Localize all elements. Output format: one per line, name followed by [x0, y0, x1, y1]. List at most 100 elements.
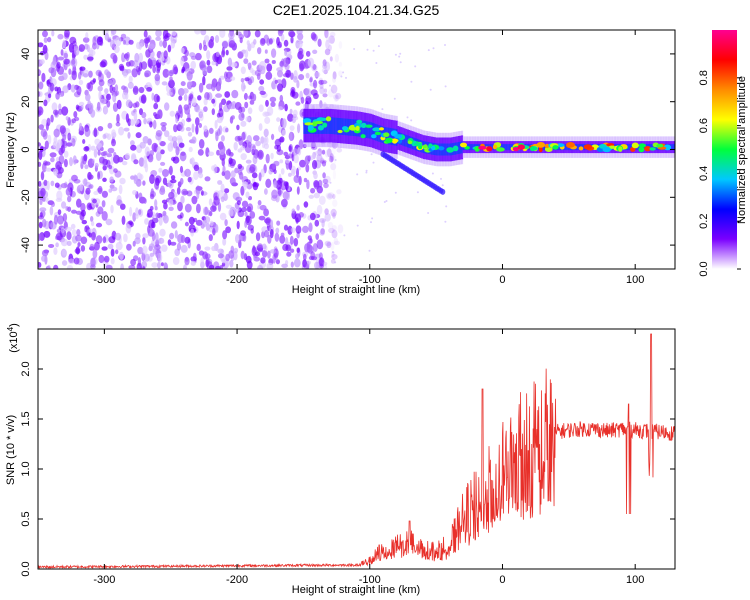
y-tick-label: -40 — [20, 237, 32, 253]
spectrogram-cell — [40, 128, 47, 138]
spectrogram-cell — [318, 195, 326, 205]
spectrogram-cell — [443, 143, 446, 156]
spectrogram-cell — [313, 79, 318, 89]
spectrogram-cell — [259, 79, 265, 85]
spectrogram-cell — [375, 62, 378, 64]
spectrogram-cell — [78, 101, 85, 106]
spectrogram-cell — [87, 100, 92, 109]
spectrogram-cell — [175, 114, 179, 124]
spectrogram-cell — [160, 161, 166, 166]
spectrogram-cell — [263, 128, 269, 137]
spectrogram-cell — [38, 161, 42, 167]
spectrogram-cell — [71, 209, 77, 214]
spectrogram-cell — [237, 210, 245, 218]
spectrogram-cell — [291, 91, 299, 99]
spectrogram-cell — [582, 144, 585, 151]
spectrogram-cell — [120, 33, 127, 39]
colorbar-ticks: 0.0 0.2 0.4 0.6 0.8 — [698, 70, 741, 277]
spectrogram-cell — [296, 204, 300, 211]
spectrogram-cell — [370, 122, 373, 139]
spectrogram-cell — [222, 230, 228, 240]
spectrogram-cell — [245, 215, 250, 224]
spectrogram-cell — [149, 193, 155, 200]
spectrogram-cell — [88, 232, 92, 238]
spectrogram-cell — [243, 58, 249, 64]
spectrogram-cell — [297, 123, 301, 134]
spectrogram-cell — [269, 249, 277, 254]
spectrogram-cell — [144, 146, 150, 157]
spectrogram-cell — [180, 56, 185, 67]
spectrogram-cell — [98, 90, 102, 101]
spectrogram-cell — [119, 177, 126, 185]
spectrogram-cell — [125, 61, 131, 67]
spectrogram-cell — [67, 132, 72, 141]
spectrogram-cell — [135, 101, 140, 108]
spectrogram-cell — [306, 117, 309, 134]
spectrogram-cell — [330, 117, 333, 134]
spectrogram-cell — [277, 83, 283, 92]
spectrogram-cell — [114, 232, 122, 241]
spectrogram-cell — [61, 201, 67, 209]
x-tick-label: 100 — [626, 274, 644, 286]
spectrogram-cell — [148, 43, 155, 50]
spectrogram-cell — [309, 212, 316, 221]
spectrogram-cell — [237, 169, 243, 176]
spectrogram-cell — [279, 94, 284, 103]
spectrogram-cell — [115, 249, 119, 255]
spectrogram-cell — [49, 206, 54, 216]
spectrogram-cell — [63, 158, 68, 168]
spectrogram-cell — [281, 118, 287, 129]
spectrogram-cell — [328, 35, 336, 44]
spectrogram-cell — [334, 53, 339, 63]
spectrogram-cell — [332, 199, 338, 207]
spectrogram-cell — [308, 194, 314, 199]
spectrogram-cell — [271, 133, 275, 140]
spectrogram-cell — [65, 142, 73, 147]
spectrogram-cell — [241, 181, 249, 187]
spectrogram-cell — [188, 146, 193, 153]
spectrogram-cell — [284, 49, 288, 56]
spectrogram-cell — [102, 236, 107, 244]
spectrogram-cell — [132, 240, 136, 247]
spectrogram-cell — [163, 262, 168, 268]
spectrogram-cell — [142, 245, 148, 255]
spectrogram-cell — [219, 212, 227, 221]
spectrogram-cell — [50, 157, 55, 163]
spectrogram-cell — [179, 107, 183, 115]
spectrogram-cell — [331, 251, 334, 253]
spectrogram-cell — [145, 36, 151, 42]
spectrogram-cell — [328, 117, 331, 134]
spectrogram-cell — [93, 127, 98, 138]
spectrogram-cell — [200, 257, 205, 267]
spectrogram-peak — [407, 140, 413, 145]
spectrogram-cell — [160, 262, 164, 267]
y-tick-label: 2.0 — [20, 361, 32, 376]
spectrogram-cell — [215, 51, 220, 58]
spectrogram-cell — [334, 94, 340, 102]
spectrogram-cell — [120, 263, 124, 269]
spectrogram-cell — [66, 231, 72, 241]
spectrogram-cell — [326, 241, 332, 249]
spectrogram-cell — [161, 186, 164, 195]
spectrogram-cell — [461, 141, 464, 154]
spectrogram-cell — [113, 151, 117, 158]
spectrogram-cell — [145, 49, 151, 58]
spectrogram-cell — [298, 139, 304, 150]
spectrogram-cell — [184, 236, 191, 244]
spectrogram-cell — [202, 75, 206, 86]
spectrogram-cell — [289, 125, 295, 131]
spectrogram-cell — [276, 220, 281, 226]
spectrogram-cell — [291, 165, 296, 175]
spectrogram-cell — [168, 167, 173, 175]
spectrogram-cell — [108, 236, 116, 244]
spectrogram-cell — [221, 258, 227, 264]
spectrogram-cell — [329, 56, 333, 62]
spectrogram-cell — [218, 77, 222, 87]
spectrogram-cell — [40, 187, 46, 197]
spectrogram-cell — [240, 185, 245, 196]
spectrogram-cell — [330, 208, 337, 217]
spectrogram-cell — [56, 190, 63, 201]
spectrogram-cell — [249, 99, 255, 105]
spectrogram-cell — [342, 71, 345, 74]
spectrogram-cell — [275, 179, 282, 190]
